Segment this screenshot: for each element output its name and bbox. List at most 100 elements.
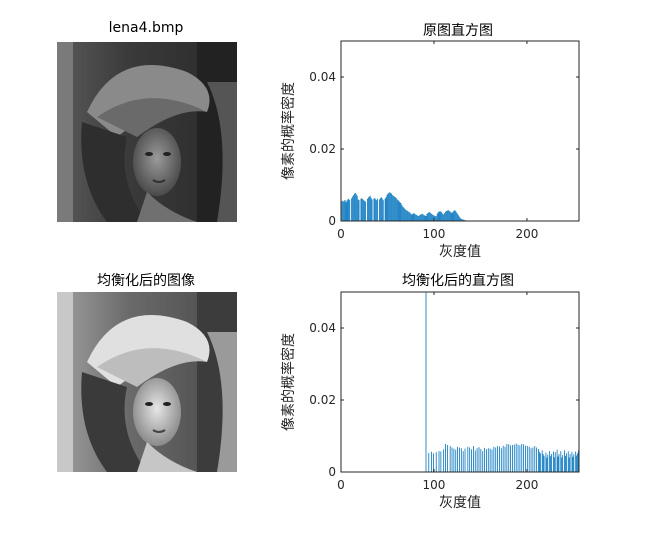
histogram-bar xyxy=(369,195,371,221)
histogram-bar xyxy=(571,451,573,472)
hist1-title: 原图直方图 xyxy=(423,23,493,39)
histogram-bar xyxy=(433,453,434,472)
histogram-bar xyxy=(452,211,454,221)
histogram-bar xyxy=(417,215,419,221)
x-tick-label: 100 xyxy=(423,227,446,241)
histogram-bar xyxy=(367,197,369,221)
histogram-bar xyxy=(381,198,383,221)
histogram-bar xyxy=(355,194,357,221)
histogram-bar xyxy=(386,195,388,221)
histogram-bar xyxy=(565,455,566,472)
histogram-bar xyxy=(450,212,452,221)
histogram-bar xyxy=(341,200,343,221)
histogram-bar xyxy=(391,193,392,221)
y-axis-label: 像素的概率密度 xyxy=(280,82,297,180)
histogram-bar xyxy=(512,445,513,472)
histogram-bar xyxy=(443,449,445,472)
histogram-bar xyxy=(380,197,382,221)
histogram-bar xyxy=(397,200,399,221)
histogram-bar xyxy=(451,447,453,472)
x-tick-label: 0 xyxy=(337,227,345,241)
histogram-bar xyxy=(543,455,545,472)
histogram-bar xyxy=(473,446,474,472)
x-axis-label: 灰度值 xyxy=(439,495,481,511)
histogram-bar xyxy=(361,198,363,221)
histogram-bar xyxy=(575,451,577,472)
histogram-bar xyxy=(440,451,442,472)
histogram-bar xyxy=(393,195,394,221)
histogram-bar xyxy=(545,452,547,472)
x-tick-label: 200 xyxy=(515,478,538,492)
histogram-bar xyxy=(444,213,445,221)
histogram-bar xyxy=(356,195,358,221)
y-tick-label: 0 xyxy=(328,214,336,228)
histogram-bar xyxy=(431,451,432,472)
histogram-bar xyxy=(357,199,359,221)
y-tick-label: 0.02 xyxy=(309,393,336,407)
histogram-bar xyxy=(440,211,442,221)
histogram-bar xyxy=(435,452,437,472)
histogram-bar xyxy=(478,447,480,472)
histogram-bar xyxy=(415,214,417,221)
x-tick-label: 200 xyxy=(515,227,538,241)
histogram-bar xyxy=(433,215,434,221)
histogram-bar xyxy=(500,448,502,472)
histogram-bar xyxy=(549,451,551,472)
histogram-bar xyxy=(489,448,491,472)
histogram-bar xyxy=(532,447,534,472)
x-tick-label: 100 xyxy=(423,478,446,492)
histogram-bar xyxy=(413,213,415,221)
x-tick-label: 0 xyxy=(337,478,345,492)
histogram-bar xyxy=(376,200,378,221)
histogram-bar xyxy=(445,211,446,221)
histogram-bar xyxy=(539,451,540,472)
histogram-bar xyxy=(517,444,519,472)
histogram-bar xyxy=(435,216,437,221)
histogram-bar xyxy=(430,213,432,221)
histogram-bar xyxy=(364,200,366,221)
image1-title: lena4.bmp xyxy=(108,20,184,36)
equalized-lena-image xyxy=(57,292,237,472)
histogram-bar xyxy=(407,210,408,221)
histogram-bar xyxy=(510,445,511,472)
histogram-bar xyxy=(418,215,419,221)
y-tick-label: 0.02 xyxy=(309,142,336,156)
histogram-bar xyxy=(557,456,559,472)
histogram-bar xyxy=(561,457,563,472)
histogram-bar xyxy=(402,206,404,221)
histogram-bar xyxy=(491,449,493,472)
histogram-bar xyxy=(523,444,525,472)
histogram-bar xyxy=(484,447,485,472)
histogram-bar xyxy=(565,453,567,472)
histogram-bar xyxy=(564,450,565,472)
histogram-bar xyxy=(387,193,389,221)
histogram-bar xyxy=(374,197,376,221)
histogram-bar xyxy=(554,452,556,472)
histogram-bar xyxy=(459,216,460,221)
histogram-bar xyxy=(562,455,564,472)
histogram-bar xyxy=(456,212,458,221)
histogram-bar xyxy=(534,446,536,472)
histogram-bar xyxy=(471,449,472,472)
histogram-bar xyxy=(407,211,409,221)
histogram-bar xyxy=(375,199,377,221)
histogram-bar xyxy=(458,215,459,221)
histogram-bar xyxy=(428,452,430,472)
histogram-bar xyxy=(377,198,379,221)
x-axis-label: 灰度值 xyxy=(439,244,481,260)
histogram-bar xyxy=(448,210,450,221)
histogram-bar xyxy=(462,451,464,472)
histogram-bar xyxy=(449,446,451,472)
histogram-bar xyxy=(542,454,544,472)
histogram-bar xyxy=(432,214,433,221)
histogram-bar xyxy=(446,210,448,221)
histogram-bar xyxy=(371,199,373,221)
histogram-bar xyxy=(394,197,396,221)
histogram-bar xyxy=(560,451,562,472)
histogram-bar xyxy=(385,197,387,221)
y-axis-label: 像素的概率密度 xyxy=(280,333,297,431)
histogram-bar xyxy=(421,213,423,221)
histogram-bar xyxy=(396,199,398,221)
histogram-bar xyxy=(416,214,418,221)
histogram-bar xyxy=(431,213,432,221)
